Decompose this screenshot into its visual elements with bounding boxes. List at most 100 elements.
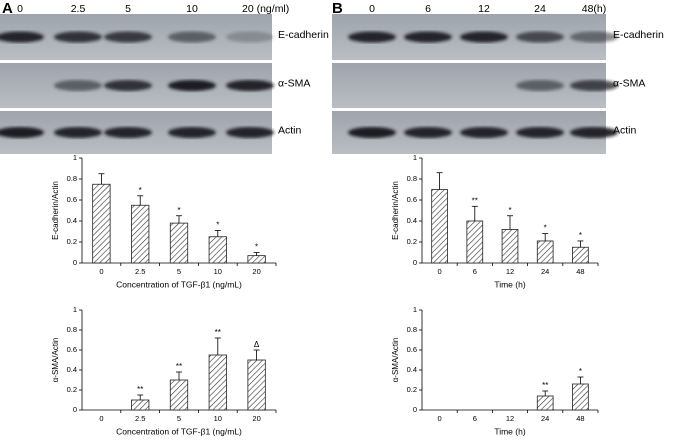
blot-band bbox=[516, 127, 564, 138]
y-tick-label: 1 bbox=[73, 305, 77, 314]
x-tick-label: 48 bbox=[576, 414, 584, 423]
panel-letter: B bbox=[332, 0, 343, 17]
blot-band bbox=[404, 127, 452, 138]
y-tick-label: 0.2 bbox=[67, 385, 77, 394]
y-tick-label: 0.4 bbox=[67, 216, 77, 225]
x-tick-label: 20 bbox=[252, 414, 260, 423]
bar bbox=[572, 383, 589, 411]
blot-band bbox=[54, 80, 102, 91]
significance-mark: ** bbox=[542, 381, 548, 390]
lane-label: 5 bbox=[125, 3, 131, 15]
significance-mark: * bbox=[139, 186, 142, 195]
y-tick-label: 0 bbox=[73, 258, 77, 267]
x-tick-label: 0 bbox=[99, 414, 103, 423]
x-tick-label: 0 bbox=[438, 267, 442, 276]
bar bbox=[208, 236, 227, 264]
y-tick-label: 0 bbox=[413, 405, 417, 414]
x-tick-label: 6 bbox=[473, 267, 477, 276]
significance-mark: ** bbox=[215, 328, 221, 337]
x-tick-label: 2.5 bbox=[135, 267, 145, 276]
y-tick-label: 0.2 bbox=[67, 237, 77, 246]
y-tick-label: 0.2 bbox=[407, 385, 417, 394]
blot-band bbox=[570, 80, 618, 91]
x-tick-label: 10 bbox=[214, 414, 222, 423]
blot-band bbox=[168, 127, 216, 138]
x-tick-label: 10 bbox=[214, 267, 222, 276]
bar bbox=[247, 359, 266, 411]
y-axis-label: E-cadherin/Actin bbox=[391, 181, 400, 240]
y-tick-label: 0.4 bbox=[407, 216, 417, 225]
lane-label: 0 bbox=[17, 3, 23, 15]
blot-band bbox=[516, 80, 564, 91]
x-axis-label: Time (h) bbox=[494, 279, 525, 289]
y-tick-label: 0.8 bbox=[67, 174, 77, 183]
bar bbox=[131, 204, 150, 264]
lane-label: 2.5 bbox=[71, 3, 86, 15]
blot-band bbox=[168, 80, 216, 91]
blot-strip bbox=[332, 63, 606, 108]
x-tick-label: 20 bbox=[252, 267, 260, 276]
y-tick-label: 1 bbox=[413, 153, 417, 162]
significance-mark: * bbox=[216, 221, 219, 230]
bar bbox=[431, 189, 448, 264]
y-tick-label: 0.2 bbox=[407, 237, 417, 246]
blot-band bbox=[226, 31, 274, 43]
blot-band bbox=[0, 127, 44, 138]
bar bbox=[169, 222, 189, 264]
x-tick-label: 12 bbox=[506, 267, 514, 276]
bar bbox=[536, 395, 554, 411]
blot-band bbox=[226, 127, 274, 138]
bar bbox=[208, 354, 227, 411]
x-tick-label: 0 bbox=[438, 414, 442, 423]
y-tick-label: 0.8 bbox=[407, 325, 417, 334]
lane-label: 10 bbox=[186, 3, 198, 15]
y-tick-label: 0.6 bbox=[407, 195, 417, 204]
band-label: Actin bbox=[613, 124, 637, 136]
lane-label: 24 bbox=[534, 3, 546, 15]
lane-label: 0 bbox=[369, 3, 375, 15]
y-axis-label: α-SMA/Actin bbox=[51, 338, 60, 383]
y-tick-label: 0.6 bbox=[67, 195, 77, 204]
significance-mark: * bbox=[544, 224, 547, 233]
significance-mark: * bbox=[255, 243, 258, 252]
x-axis-label: Concentration of TGF-β1 (ng/mL) bbox=[116, 279, 242, 289]
x-tick-label: 12 bbox=[506, 414, 514, 423]
y-tick-label: 0 bbox=[73, 405, 77, 414]
blot-band bbox=[104, 80, 152, 91]
lane-label: 20 (ng/ml) bbox=[242, 3, 289, 15]
blot-band bbox=[348, 127, 396, 138]
band-label: E-cadherin bbox=[613, 29, 664, 41]
y-tick-label: 0 bbox=[413, 258, 417, 267]
x-tick-label: 5 bbox=[177, 267, 181, 276]
x-tick-label: 5 bbox=[177, 414, 181, 423]
lane-label: 6 bbox=[425, 3, 431, 15]
x-tick-label: 2.5 bbox=[135, 414, 145, 423]
y-tick-label: 1 bbox=[73, 153, 77, 162]
bar bbox=[536, 240, 554, 264]
blot-band bbox=[104, 127, 152, 138]
bar bbox=[131, 399, 150, 411]
blot-band bbox=[104, 31, 152, 43]
x-tick-label: 6 bbox=[473, 414, 477, 423]
y-tick-label: 0.4 bbox=[67, 365, 77, 374]
blot-band bbox=[570, 127, 618, 138]
significance-mark: ** bbox=[176, 362, 182, 371]
bar bbox=[501, 228, 519, 264]
bar bbox=[92, 183, 111, 264]
significance-mark: * bbox=[579, 367, 582, 376]
bar bbox=[169, 379, 189, 411]
bar bbox=[466, 220, 484, 264]
blot-band bbox=[460, 31, 508, 43]
y-tick-label: 0.4 bbox=[407, 365, 417, 374]
x-tick-label: 0 bbox=[99, 267, 103, 276]
blot-band bbox=[348, 31, 396, 43]
blot-band bbox=[226, 80, 274, 91]
significance-mark: * bbox=[508, 206, 511, 215]
band-label: α-SMA bbox=[278, 77, 310, 89]
x-axis-label: Concentration of TGF-β1 (ng/mL) bbox=[116, 426, 242, 436]
y-tick-label: 0.6 bbox=[407, 345, 417, 354]
significance-mark: * bbox=[177, 206, 180, 215]
band-label: Actin bbox=[278, 124, 302, 136]
panel-letter: A bbox=[2, 0, 13, 17]
